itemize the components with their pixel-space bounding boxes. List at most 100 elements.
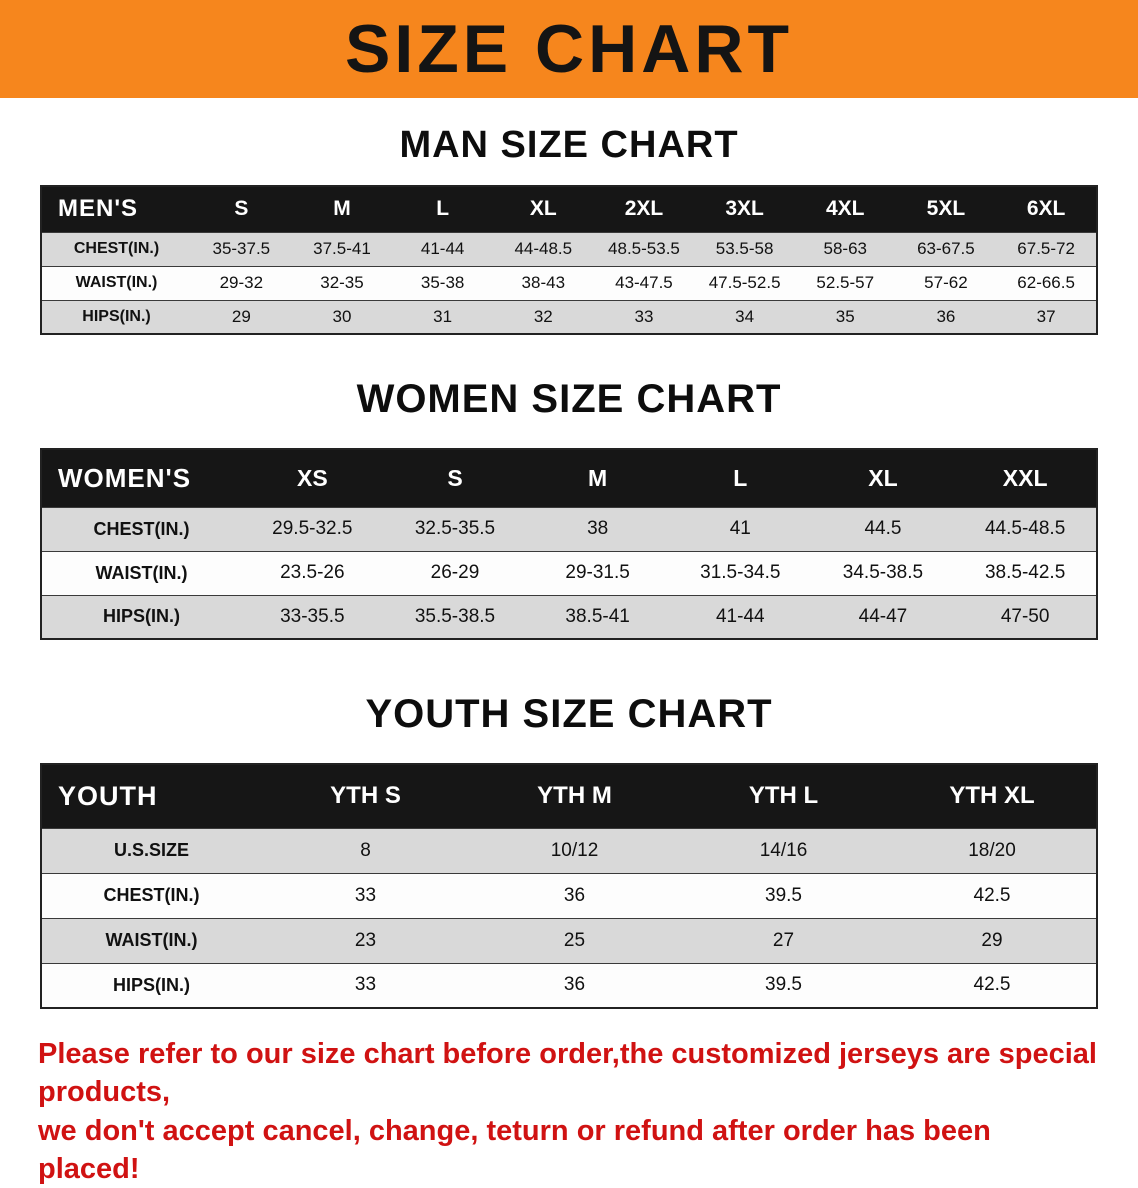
size-value-cell: 52.5-57 — [816, 273, 875, 292]
size-value-cell: 33 — [354, 974, 377, 996]
table-row: WAIST(IN.) 29-32 32-35 35-38 38-43 43-47.5 47.… — [41, 266, 1097, 300]
size-value-cell: 42.5 — [973, 974, 1011, 996]
size-column-header: S — [234, 197, 249, 221]
size-value-cell: 39.5 — [765, 974, 802, 996]
men-section-title: MAN SIZE CHART — [399, 124, 739, 166]
size-column-header: YTH L — [748, 782, 819, 810]
size-value-cell: 67.5-72 — [1017, 239, 1075, 258]
size-chart-banner: SIZE CHART — [0, 0, 1138, 98]
size-value-cell: 37 — [1036, 306, 1056, 326]
size-value-cell: 33-35.5 — [280, 605, 345, 627]
size-value-cell: 29-32 — [219, 273, 264, 292]
size-value-cell: 44-48.5 — [514, 239, 573, 258]
table-row: HIPS(IN.) 33-35.5 35.5-38.5 38.5-41 41-44 44-… — [41, 595, 1097, 639]
size-value-cell: 41-44 — [715, 605, 765, 627]
size-value-cell: 44.5-48.5 — [984, 518, 1066, 539]
size-column-header: YTH M — [537, 782, 612, 810]
size-column-header: XL — [868, 464, 898, 491]
size-column-header: XXL — [1002, 464, 1048, 491]
youth-section-title: YOUTH SIZE CHART — [365, 692, 773, 736]
size-value-cell: 23 — [354, 929, 377, 951]
row-label: WAIST(IN.) — [95, 562, 188, 583]
size-value-cell: 31.5-34.5 — [700, 562, 781, 583]
row-label: HIPS(IN.) — [82, 307, 151, 325]
table-corner-label: MEN'S — [58, 195, 139, 223]
size-value-cell: 29-31.5 — [565, 562, 630, 583]
size-value-cell: 37.5-41 — [313, 239, 371, 258]
size-column-header: 3XL — [725, 197, 764, 221]
size-value-cell: 32 — [533, 306, 553, 326]
size-value-cell: 36 — [563, 974, 586, 996]
row-label: CHEST(IN.) — [103, 885, 200, 905]
size-value-cell: 57-62 — [924, 273, 968, 292]
size-value-cell: 10/12 — [550, 839, 599, 861]
size-value-cell: 41 — [729, 518, 751, 539]
size-value-cell: 38.5-41 — [565, 605, 630, 627]
size-value-cell: 29 — [981, 929, 1003, 951]
size-value-cell: 33 — [354, 884, 377, 906]
men-size-table: MEN'S S M L XL 2XL 3XL 4XL 5XL 6XL CHEST(IN.) 35-37… — [40, 185, 1098, 335]
size-value-cell: 29.5-32.5 — [272, 518, 353, 539]
row-label: U.S.SIZE — [113, 840, 189, 860]
table-corner-label: WOMEN'S — [58, 462, 192, 493]
size-column-header: M — [333, 197, 351, 221]
size-value-cell: 35-38 — [420, 273, 465, 292]
size-value-cell: 62-66.5 — [1017, 273, 1075, 292]
size-value-cell: 34.5-38.5 — [842, 562, 924, 583]
size-value-cell: 38-43 — [521, 273, 566, 292]
row-label: WAIST(IN.) — [105, 930, 198, 950]
size-value-cell: 32-35 — [320, 273, 364, 292]
women-section-title: WOMEN SIZE CHART — [356, 377, 782, 421]
disclaimer-line-2: we don't accept cancel, change, teturn o… — [38, 1114, 991, 1185]
size-value-cell: 42.5 — [973, 884, 1011, 906]
size-value-cell: 36 — [936, 306, 956, 326]
table-row: HIPS(IN.) 29 30 31 32 33 34 35 36 37 — [41, 300, 1097, 334]
size-value-cell: 8 — [360, 839, 371, 861]
size-value-cell: 30 — [332, 306, 352, 326]
table-row: CHEST(IN.) 29.5-32.5 32.5-35.5 38 41 44.5 44.5… — [41, 507, 1097, 551]
size-value-cell: 38.5-42.5 — [984, 562, 1066, 583]
size-value-cell: 53.5-58 — [715, 239, 774, 258]
size-value-cell: 26-29 — [430, 562, 480, 583]
table-header-row: MEN'S S M L XL 2XL 3XL 4XL 5XL 6XL — [41, 186, 1097, 232]
size-value-cell: 39.5 — [765, 884, 802, 906]
table-header-row: WOMEN'S XS S M L XL XXL — [41, 449, 1097, 507]
size-column-header: 4XL — [826, 197, 865, 221]
table-row: CHEST(IN.) 35-37.5 37.5-41 41-44 44-48.5 48.5… — [41, 232, 1097, 266]
size-value-cell: 25 — [563, 929, 586, 951]
size-value-cell: 58-63 — [823, 239, 867, 258]
size-value-cell: 35.5-38.5 — [414, 605, 496, 627]
size-column-header: M — [588, 464, 608, 491]
size-value-cell: 47-50 — [1000, 605, 1050, 627]
size-column-header: XS — [296, 464, 328, 491]
size-value-cell: 35 — [835, 306, 855, 326]
row-label: HIPS(IN.) — [102, 606, 180, 627]
size-column-header: 5XL — [926, 197, 966, 221]
size-column-header: L — [436, 197, 450, 221]
table-row: WAIST(IN.) 23 25 27 29 — [41, 918, 1097, 963]
size-value-cell: 38 — [587, 518, 609, 539]
size-value-cell: 41-44 — [420, 239, 465, 258]
size-value-cell: 35-37.5 — [212, 239, 271, 258]
size-value-cell: 27 — [772, 929, 795, 951]
disclaimer-line-1: Please refer to our size chart before or… — [38, 1038, 1097, 1109]
size-column-header: XL — [529, 197, 557, 221]
size-value-cell: 44.5 — [864, 518, 902, 539]
table-row: U.S.SIZE 8 10/12 14/16 18/20 — [41, 828, 1097, 873]
size-value-cell: 44-47 — [858, 605, 908, 627]
youth-size-table: YOUTH YTH S YTH M YTH L YTH XL U.S.SIZE 8 10/12… — [40, 763, 1098, 1009]
banner-title: SIZE CHART — [345, 11, 793, 87]
row-label: WAIST(IN.) — [75, 274, 158, 291]
size-value-cell: 34 — [735, 306, 755, 326]
size-column-header: 2XL — [624, 197, 664, 221]
size-value-cell: 36 — [563, 884, 586, 906]
row-label: CHEST(IN.) — [93, 518, 190, 539]
row-label: CHEST(IN.) — [73, 240, 160, 257]
size-value-cell: 18/20 — [968, 839, 1016, 861]
size-value-cell: 31 — [433, 306, 453, 326]
size-column-header: S — [447, 464, 463, 491]
size-value-cell: 29 — [231, 306, 251, 326]
size-column-header: L — [733, 464, 748, 491]
size-column-header: 6XL — [1026, 197, 1066, 221]
table-header-row: YOUTH YTH S YTH M YTH L YTH XL — [41, 764, 1097, 828]
